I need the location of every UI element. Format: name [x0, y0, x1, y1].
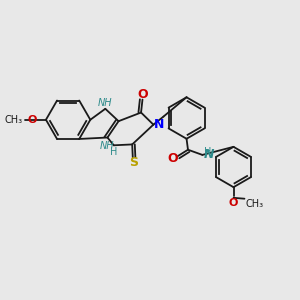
Text: S: S [129, 156, 138, 169]
Text: CH₃: CH₃ [246, 199, 264, 209]
Text: N: N [204, 148, 214, 161]
Text: N: N [154, 118, 164, 130]
Text: O: O [27, 115, 36, 125]
Text: H: H [110, 147, 118, 157]
Text: CH₃: CH₃ [5, 115, 23, 125]
Text: O: O [137, 88, 148, 101]
Text: NH: NH [98, 98, 112, 108]
Text: H: H [204, 147, 211, 157]
Text: O: O [167, 152, 178, 165]
Text: NH: NH [100, 141, 115, 151]
Text: O: O [229, 198, 238, 208]
